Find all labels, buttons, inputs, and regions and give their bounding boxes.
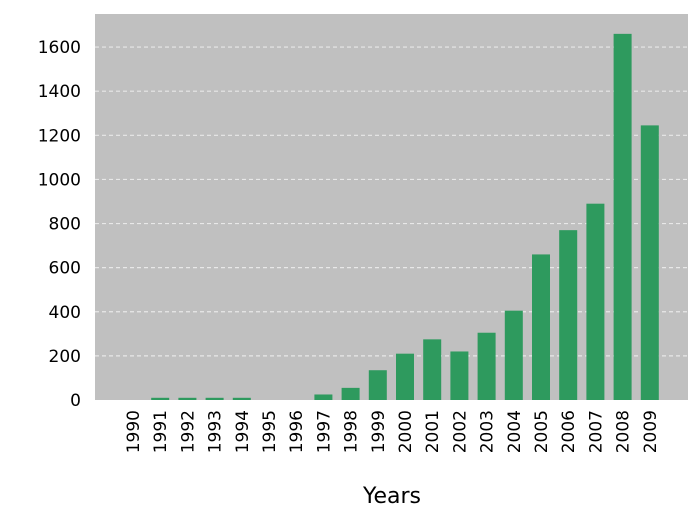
x-tick-label: 1996 — [287, 410, 307, 453]
x-tick-label: 2000 — [396, 410, 416, 453]
y-tick-label: 0 — [70, 391, 81, 411]
bar-2008 — [613, 33, 632, 400]
bar-2002 — [450, 351, 469, 400]
x-tick-label: 2009 — [641, 410, 661, 453]
bar-1993 — [205, 397, 224, 400]
x-tick-label: 1994 — [233, 410, 253, 453]
x-tick-label: 2002 — [450, 410, 470, 453]
gridlines — [95, 46, 688, 357]
bar-2004 — [504, 310, 523, 400]
x-tick-label: 1992 — [178, 410, 198, 453]
x-tick-label: 1990 — [124, 410, 144, 453]
bar-1991 — [151, 397, 170, 400]
bar-2000 — [396, 353, 414, 400]
x-tick-label: 2004 — [505, 410, 525, 453]
bar-1994 — [232, 397, 251, 400]
bars — [151, 33, 659, 400]
y-axis-ticks: 0 200 400 600 800 1000 1200 1400 1600 — [38, 38, 81, 411]
bar-1992 — [178, 397, 197, 400]
bar-2006 — [559, 230, 578, 400]
y-tick-label: 1200 — [38, 126, 81, 146]
bar-2003 — [477, 332, 496, 400]
bar-1997 — [314, 394, 333, 400]
x-tick-label: 1991 — [151, 410, 171, 453]
bar-2001 — [423, 339, 442, 400]
x-tick-label: 2003 — [478, 410, 498, 453]
x-tick-label: 2008 — [614, 410, 634, 453]
y-tick-label: 400 — [49, 303, 81, 323]
bar-1998 — [341, 387, 360, 400]
y-tick-label: 1600 — [38, 38, 81, 58]
x-tick-label: 2005 — [532, 410, 552, 453]
x-tick-label: 2007 — [586, 410, 606, 453]
y-tick-label: 1000 — [38, 170, 81, 190]
x-tick-label: 1999 — [369, 410, 389, 453]
y-tick-label: 200 — [49, 347, 81, 367]
x-axis-ticks: 1990 1991 1992 1993 1994 1995 1996 1997 1998 1999… — [124, 410, 661, 453]
y-tick-label: 600 — [49, 259, 81, 279]
x-tick-label: 1993 — [206, 410, 226, 453]
x-tick-label: 2006 — [559, 410, 579, 453]
bar-2009 — [640, 125, 659, 400]
x-axis-title: Years — [362, 484, 421, 507]
y-tick-label: 800 — [49, 215, 81, 235]
x-tick-label: 2001 — [423, 410, 443, 453]
y-tick-label: 1400 — [38, 82, 81, 102]
bar-1999 — [368, 370, 387, 400]
x-tick-label: 1995 — [260, 410, 280, 453]
x-tick-label: 1998 — [342, 410, 362, 453]
bar-2005 — [532, 254, 550, 400]
x-tick-label: 1997 — [314, 410, 334, 453]
bar-2007 — [586, 203, 605, 400]
